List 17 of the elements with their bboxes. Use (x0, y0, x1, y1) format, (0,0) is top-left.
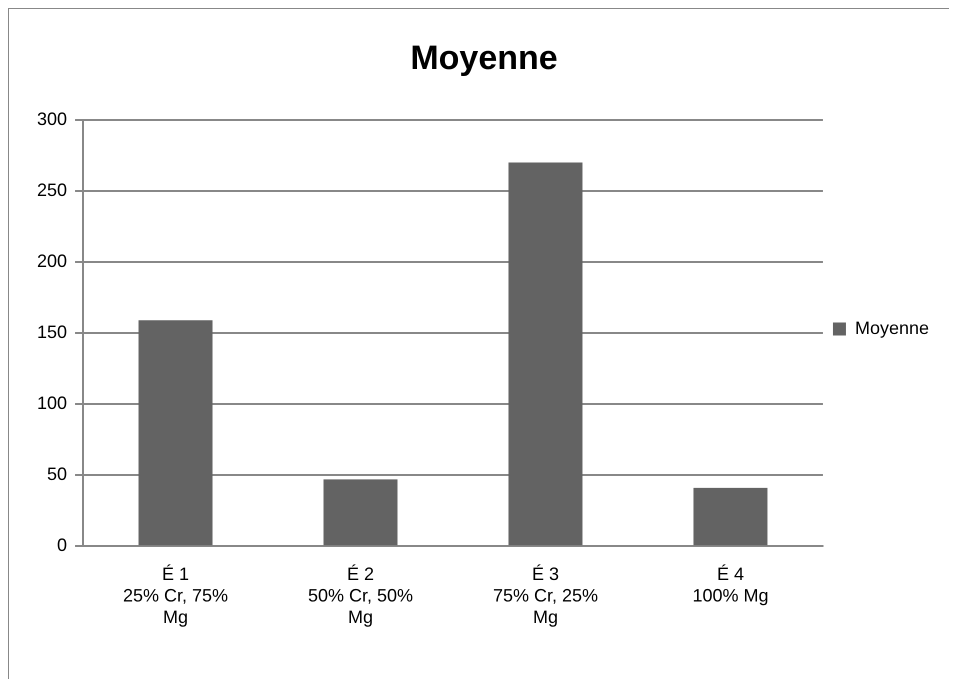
y-tick-label: 100 (36, 393, 68, 414)
y-tick-label: 300 (36, 108, 68, 129)
y-tick-label: 50 (47, 464, 68, 484)
legend-label: Moyenne (854, 318, 930, 338)
y-tick-label: 200 (36, 250, 68, 271)
y-tick-label: 0 (57, 535, 68, 556)
x-tick-label: É 3 75% Cr, 25% Mg (492, 564, 598, 628)
chart-title: Moyenne (410, 38, 558, 77)
x-tick-label: É 1 25% Cr, 75% Mg (122, 564, 228, 628)
bar (508, 162, 582, 546)
y-tick-label: 150 (36, 322, 68, 342)
bar (324, 479, 398, 546)
bar (138, 320, 213, 546)
y-tick-label: 250 (36, 180, 68, 200)
bar (693, 488, 768, 546)
x-tick-label: É 4 100% Mg (692, 564, 768, 606)
x-tick-label: É 2 50% Cr, 50% Mg (308, 564, 414, 628)
